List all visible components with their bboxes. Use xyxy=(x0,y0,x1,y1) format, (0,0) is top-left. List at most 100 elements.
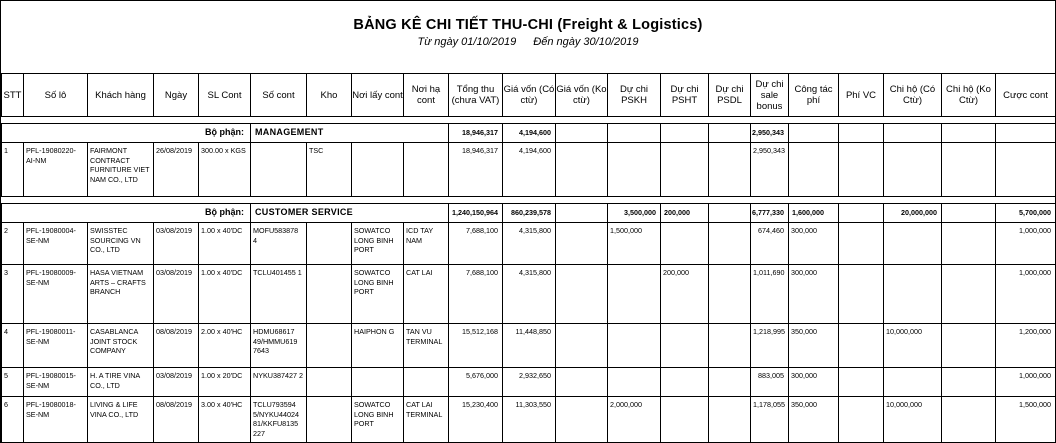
cell-so-lo: PFL-19080018-SE-NM xyxy=(23,396,88,442)
col-header: Cược cont xyxy=(995,73,1055,117)
cell-so-cont: HDMU68617 49/HMMU619 7643 xyxy=(250,323,307,368)
cell-cuoc-cont: 1,000,000 xyxy=(995,367,1055,397)
cell-sale-bonus: 2,950,343 xyxy=(750,142,789,197)
dept-total-tong-thu: 18,946,317 xyxy=(448,123,503,143)
cell-so-cont xyxy=(250,142,307,197)
cell-kho xyxy=(306,264,352,324)
cell-chi-ho-ko xyxy=(941,367,996,397)
cell-kho xyxy=(306,323,352,368)
dept-total-sale-bonus: 2,950,343 xyxy=(750,123,789,143)
cell-noi-lay xyxy=(351,142,404,197)
cell-noi-lay: SOWATCO LONG BINH PORT xyxy=(351,264,404,324)
cell-sl-cont: 300.00 x KGS xyxy=(198,142,251,197)
dept-total-chi-ho-co: 20,000,000 xyxy=(883,203,942,223)
cell-sale-bonus: 1,011,690 xyxy=(750,264,789,324)
cell-psht: 200,000 xyxy=(660,264,709,324)
dept-total-psht xyxy=(660,123,709,143)
cell-gia-von-ko xyxy=(555,396,608,442)
cell-so-cont: TCLU793594 5/NYKU44024 81/KKFU8135 227 xyxy=(250,396,307,442)
cell-phi-vc xyxy=(838,142,884,197)
cell-kho: TSC xyxy=(306,142,352,197)
cell-cuoc-cont: 1,000,000 xyxy=(995,222,1055,265)
cell-ngay: 03/08/2019 xyxy=(153,222,199,265)
col-header: Khách hàng xyxy=(87,73,154,117)
dept-total-chi-ho-co xyxy=(883,123,942,143)
cell-psht xyxy=(660,222,709,265)
cell-kho xyxy=(306,367,352,397)
dept-total-pskh: 3,500,000 xyxy=(607,203,661,223)
col-header: Dự chi PSHT xyxy=(660,73,709,117)
cell-cuoc-cont: 1,000,000 xyxy=(995,264,1055,324)
cell-cong-tac: 300,000 xyxy=(788,264,839,324)
cell-so-cont: TCLU401455 1 xyxy=(250,264,307,324)
cell-khach-hang: H. A TIRE VINA CO., LTD xyxy=(87,367,154,397)
cell-psht xyxy=(660,396,709,442)
cell-sl-cont: 2.00 x 40'HC xyxy=(198,323,251,368)
report-title: BẢNG KÊ CHI TIẾT THU-CHI (Freight & Logi… xyxy=(353,17,703,33)
dept-total-cuoc-cont: 5,700,000 xyxy=(995,203,1055,223)
cell-stt: 6 xyxy=(1,396,24,442)
cell-phi-vc xyxy=(838,367,884,397)
cell-so-lo: PFL-19080220- AI-NM xyxy=(23,142,88,197)
cell-gia-von-ko xyxy=(555,367,608,397)
cell-chi-ho-ko xyxy=(941,323,996,368)
cell-psdl xyxy=(708,323,751,368)
col-header: SL Cont xyxy=(198,73,251,117)
cell-cong-tac: 350,000 xyxy=(788,396,839,442)
cell-noi-lay xyxy=(351,367,404,397)
dept-total-gia-von-co: 860,239,578 xyxy=(502,203,556,223)
cell-psht xyxy=(660,367,709,397)
cell-phi-vc xyxy=(838,323,884,368)
cell-tong-thu: 7,688,100 xyxy=(448,222,503,265)
cell-gia-von-co: 4,194,600 xyxy=(502,142,556,197)
dept-total-cong-tac: 1,600,000 xyxy=(788,203,839,223)
table-row: 1 PFL-19080220- AI-NM FAIRMONT CONTRACT … xyxy=(1,142,1055,197)
cell-cuoc-cont: 1,200,000 xyxy=(995,323,1055,368)
date-to: Đến ngày 30/10/2019 xyxy=(533,36,639,48)
cell-gia-von-co: 2,932,650 xyxy=(502,367,556,397)
cell-gia-von-ko xyxy=(555,142,608,197)
col-header: Số lô xyxy=(23,73,88,117)
department-name: CUSTOMER SERVICE xyxy=(250,203,449,223)
cell-stt: 1 xyxy=(1,142,24,197)
table-row: 3 PFL-19080009-SE-NM HASA VIETNAM ARTS –… xyxy=(1,264,1055,324)
cell-so-lo: PFL-19080011-SE-NM xyxy=(23,323,88,368)
dept-total-sale-bonus: 6,777,330 xyxy=(750,203,789,223)
cell-psdl xyxy=(708,142,751,197)
cell-noi-lay: SOWATCO LONG BINH PORT xyxy=(351,222,404,265)
cell-tong-thu: 5,676,000 xyxy=(448,367,503,397)
cell-khach-hang: LIVING & LIFE VINA CO., LTD xyxy=(87,396,154,442)
cell-pskh xyxy=(607,264,661,324)
table-header-row: STT Số lô Khách hàng Ngày SL Cont Số con… xyxy=(1,73,1055,117)
col-header: Ngày xyxy=(153,73,199,117)
cell-psdl xyxy=(708,396,751,442)
cell-khach-hang: HASA VIETNAM ARTS – CRAFTS BRANCH xyxy=(87,264,154,324)
cell-gia-von-co: 4,315,800 xyxy=(502,222,556,265)
cell-psdl xyxy=(708,367,751,397)
cell-noi-ha xyxy=(403,367,449,397)
cell-phi-vc xyxy=(838,222,884,265)
cell-ngay: 26/08/2019 xyxy=(153,142,199,197)
col-header: Công tác phí xyxy=(788,73,839,117)
cell-sl-cont: 1.00 x 20'DC xyxy=(198,367,251,397)
cell-psdl xyxy=(708,222,751,265)
cell-chi-ho-ko xyxy=(941,222,996,265)
cell-kho xyxy=(306,222,352,265)
cell-stt: 2 xyxy=(1,222,24,265)
cell-chi-ho-ko xyxy=(941,264,996,324)
col-header: Nơi lấy cont xyxy=(351,73,404,117)
department-name: MANAGEMENT xyxy=(250,123,449,143)
cell-tong-thu: 18,946,317 xyxy=(448,142,503,197)
cell-noi-ha: CAT LAI TERMINAL xyxy=(403,396,449,442)
cell-so-cont: NYKU387427 2 xyxy=(250,367,307,397)
cell-chi-ho-co xyxy=(883,367,942,397)
cell-tong-thu: 15,230,400 xyxy=(448,396,503,442)
cell-gia-von-co: 11,303,550 xyxy=(502,396,556,442)
cell-pskh: 2,000,000 xyxy=(607,396,661,442)
cell-noi-ha xyxy=(403,142,449,197)
dept-total-tong-thu: 1,240,150,964 xyxy=(448,203,503,223)
dept-total-gia-von-co: 4,194,600 xyxy=(502,123,556,143)
cell-noi-lay: SOWATCO LONG BINH PORT xyxy=(351,396,404,442)
cell-gia-von-co: 11,448,850 xyxy=(502,323,556,368)
dept-total-cuoc-cont xyxy=(995,123,1055,143)
